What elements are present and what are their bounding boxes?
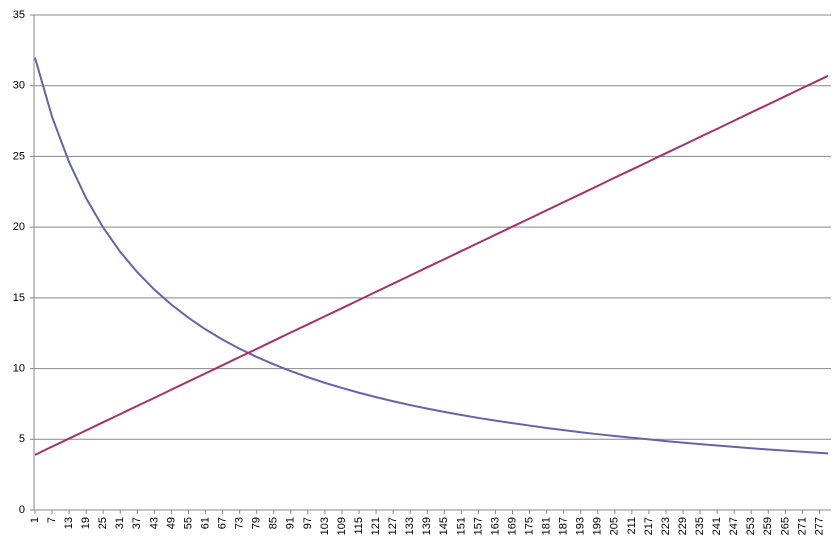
- x-tick-label: 157: [472, 517, 484, 535]
- x-tick-label: 193: [575, 517, 587, 535]
- x-tick-label: 19: [80, 517, 92, 529]
- x-tick-label: 277: [813, 517, 825, 535]
- x-tick-label: 103: [319, 517, 331, 535]
- x-tick-label: 187: [558, 517, 570, 535]
- y-tick-label: 25: [13, 150, 25, 162]
- x-tick-label: 151: [455, 517, 467, 535]
- y-tick-label: 10: [13, 362, 25, 374]
- x-tick-label: 217: [643, 517, 655, 535]
- x-tick-label: 175: [523, 517, 535, 535]
- x-tick-label: 115: [353, 517, 365, 535]
- x-tick-label: 139: [421, 517, 433, 535]
- y-tick-label: 35: [13, 9, 25, 21]
- x-tick-label: 211: [626, 517, 638, 535]
- x-tick-label: 55: [182, 517, 194, 529]
- x-tick-label: 265: [779, 517, 791, 535]
- x-tick-label: 79: [251, 517, 263, 529]
- x-tick-label: 253: [745, 517, 757, 535]
- x-tick-label: 205: [609, 517, 621, 535]
- x-tick-label: 97: [302, 517, 314, 529]
- x-tick-label: 169: [506, 517, 518, 535]
- x-tick-label: 163: [489, 517, 501, 535]
- x-tick-label: 31: [114, 517, 126, 529]
- x-tick-label: 229: [677, 517, 689, 535]
- x-tick-label: 133: [404, 517, 416, 535]
- x-tick-label: 235: [694, 517, 706, 535]
- series-line: [34, 57, 829, 455]
- x-tick-label: 145: [438, 517, 450, 535]
- x-tick-label: 247: [728, 517, 740, 535]
- y-tick-label: 15: [13, 292, 25, 304]
- x-tick-label: 223: [660, 517, 672, 535]
- series-line: [34, 74, 829, 456]
- x-tick-label: 67: [216, 517, 228, 529]
- x-tick-label: 85: [268, 517, 280, 529]
- x-tick-label: 259: [762, 517, 774, 535]
- x-tick-label: 37: [131, 517, 143, 529]
- x-tick-label: 73: [234, 517, 246, 529]
- x-tick-label: 49: [165, 517, 177, 529]
- y-tick-label: 5: [19, 433, 25, 445]
- x-tick-label: 181: [541, 517, 553, 535]
- x-tick-label: 271: [796, 517, 808, 535]
- x-tick-label: 91: [285, 517, 297, 529]
- x-tick-label: 7: [46, 517, 58, 523]
- x-tick-label: 13: [63, 517, 75, 529]
- x-tick-label: 1: [29, 517, 41, 523]
- y-tick-label: 0: [19, 504, 25, 516]
- x-tick-label: 127: [387, 517, 399, 535]
- x-tick-label: 121: [370, 517, 382, 535]
- x-tick-label: 241: [711, 517, 723, 535]
- x-tick-label: 109: [336, 517, 348, 535]
- y-tick-label: 20: [13, 221, 25, 233]
- x-tick-label: 25: [97, 517, 109, 529]
- x-tick-label: 43: [148, 517, 160, 529]
- y-tick-label: 30: [13, 80, 25, 92]
- x-tick-label: 61: [199, 517, 211, 529]
- x-tick-label: 199: [592, 517, 604, 535]
